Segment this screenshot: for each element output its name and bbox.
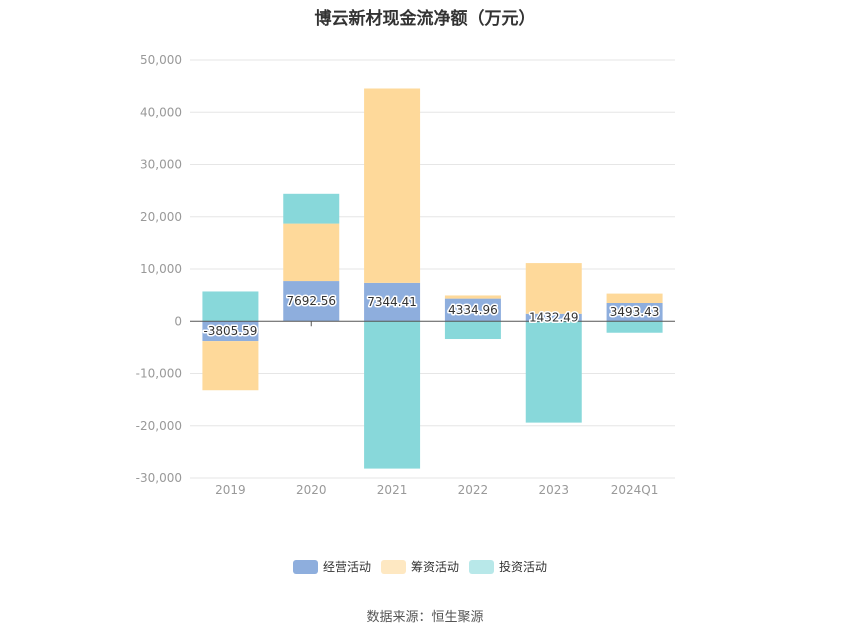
bar-investing: [525, 321, 582, 423]
bar-investing: [606, 321, 663, 333]
y-tick-label: -20,000: [136, 419, 182, 433]
data-label: -3805.59: [203, 324, 257, 338]
bar-investing: [444, 321, 501, 340]
x-tick-label: 2024Q1: [611, 483, 659, 497]
bar-operating: [606, 302, 663, 322]
chart-source: 数据来源：恒生聚源: [366, 610, 484, 625]
bar-financing: [283, 223, 340, 282]
x-tick-label: 2020: [296, 483, 327, 497]
legend-swatch: [381, 560, 406, 574]
y-tick-label: -30,000: [136, 471, 182, 485]
legend-swatch: [293, 560, 318, 574]
y-tick-label: 10,000: [140, 262, 182, 276]
x-tick-label: 2023: [538, 483, 569, 497]
y-tick-label: 0: [174, 314, 182, 328]
bar-financing: [364, 88, 421, 283]
legend-label: 投资活动: [499, 559, 547, 574]
x-tick-label: 2019: [215, 483, 246, 497]
x-tick-label: 2021: [377, 483, 408, 497]
chart-title: 博云新材现金流净额（万元）: [314, 9, 536, 29]
bar-financing: [525, 263, 582, 314]
bar-financing: [202, 341, 259, 391]
bar-investing: [283, 193, 340, 224]
data-label: 3493.43: [610, 305, 660, 319]
bar-operating: [525, 313, 582, 322]
data-label: 4334.96: [448, 303, 498, 317]
data-label: 1432.49: [529, 311, 579, 325]
y-tick-label: 40,000: [140, 105, 182, 119]
y-tick-label: 30,000: [140, 158, 182, 172]
data-label: 7344.41: [367, 295, 417, 309]
bar-investing: [364, 321, 421, 469]
data-label: 7692.56: [286, 294, 336, 308]
legend-label: 筹资活动: [411, 560, 459, 574]
y-tick-label: 50,000: [140, 53, 182, 67]
bar-operating: [364, 282, 421, 322]
x-tick-label: 2022: [458, 483, 489, 497]
legend-label: 经营活动: [323, 560, 371, 574]
y-tick-label: -10,000: [136, 367, 182, 381]
bar-operating: [444, 298, 501, 322]
bar-operating: [283, 281, 340, 322]
bar-financing: [444, 295, 501, 299]
bar-investing: [202, 291, 259, 322]
bar-financing: [606, 293, 663, 303]
legend-swatch: [469, 560, 494, 574]
y-tick-label: 20,000: [140, 210, 182, 224]
bar-operating: [202, 321, 259, 342]
